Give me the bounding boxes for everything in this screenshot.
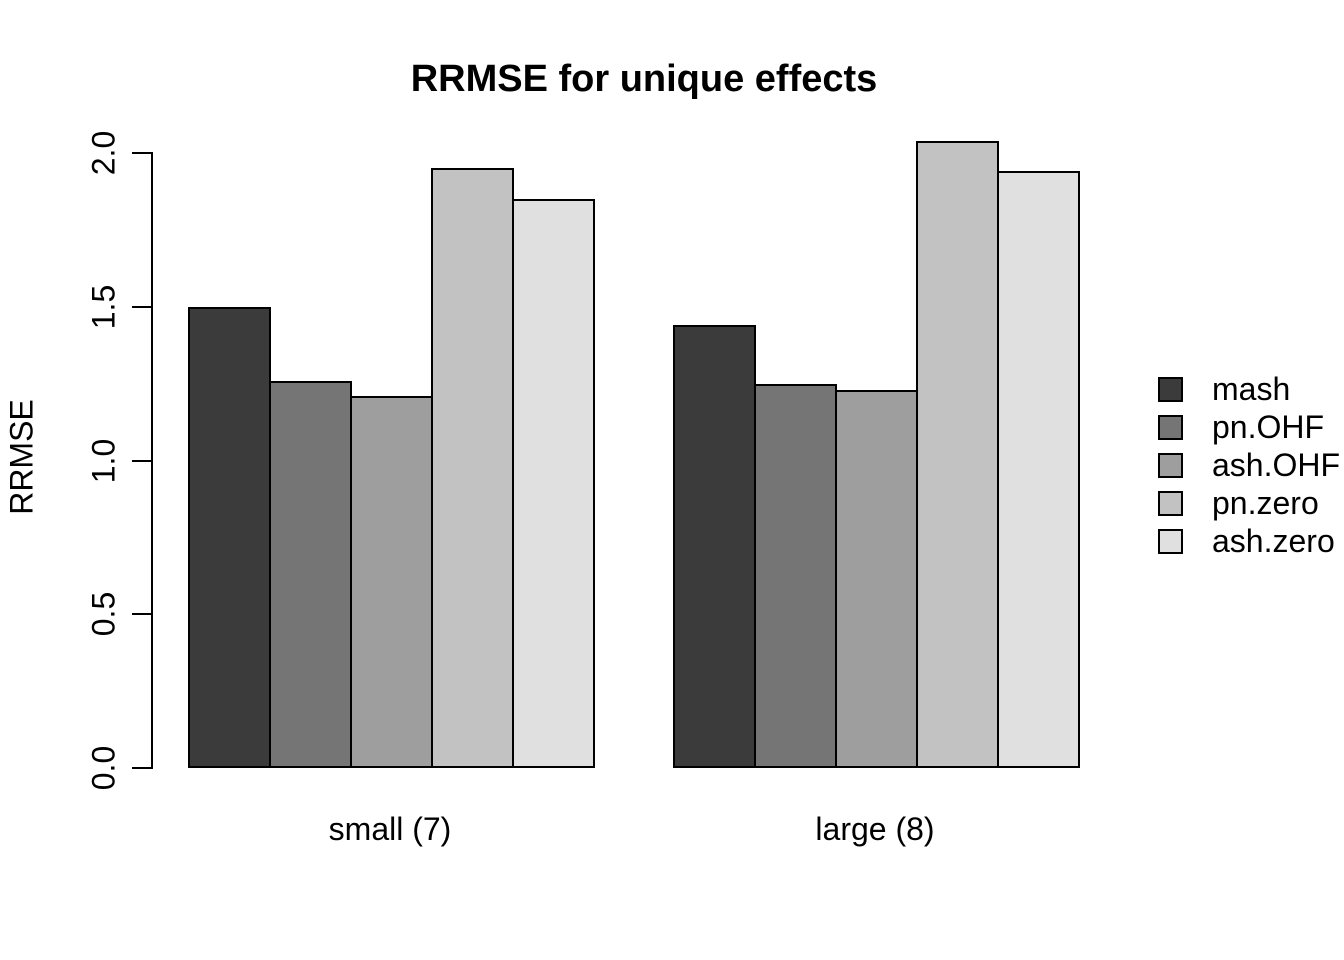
bar-pn.OHF-small xyxy=(269,381,352,768)
bar-pn.zero-large xyxy=(916,141,999,768)
y-axis-label: RRMSE xyxy=(3,399,40,515)
legend-item-mash: mash xyxy=(1158,370,1340,408)
x-category-label-small: small (7) xyxy=(328,811,452,847)
bar-ash.zero-large xyxy=(997,171,1080,768)
bar-ash.OHF-large xyxy=(835,390,918,768)
legend-label-ash-zero: ash.zero xyxy=(1212,523,1335,559)
y-tick-label: 1.0 xyxy=(85,438,122,483)
y-tick-label: 1.5 xyxy=(85,284,122,329)
chart-title: RRMSE for unique effects xyxy=(410,58,878,100)
legend-swatch-mash xyxy=(1158,376,1183,402)
legend-label-ash-ohf: ash.OHF xyxy=(1212,447,1341,483)
bar-mash-small xyxy=(188,307,271,768)
legend-item-pn-ohf: pn.OHF xyxy=(1158,408,1340,446)
y-axis-tick xyxy=(132,459,153,462)
legend-swatch-ash-zero xyxy=(1158,528,1183,554)
y-axis-tick xyxy=(132,305,153,308)
y-axis-tick xyxy=(132,152,153,154)
bar-ash.zero-small xyxy=(512,199,595,768)
legend: mash pn.OHF ash.OHF pn.zero ash.zero xyxy=(1158,370,1340,560)
y-axis-tick xyxy=(132,613,153,616)
bar-mash-large xyxy=(673,325,756,768)
bar-pn.zero-small xyxy=(431,168,514,768)
legend-item-ash-ohf: ash.OHF xyxy=(1158,446,1340,484)
legend-swatch-pn-ohf xyxy=(1158,414,1183,440)
legend-label-pn-ohf: pn.OHF xyxy=(1212,409,1325,445)
legend-label-pn-zero: pn.zero xyxy=(1212,485,1319,521)
legend-swatch-pn-zero xyxy=(1158,490,1183,516)
x-category-label-large: large (8) xyxy=(815,811,935,847)
legend-label-mash: mash xyxy=(1212,371,1291,407)
y-axis-tick xyxy=(132,767,153,769)
legend-item-pn-zero: pn.zero xyxy=(1158,484,1340,522)
y-tick-label: 2.0 xyxy=(85,130,122,176)
legend-swatch-ash-ohf xyxy=(1158,452,1183,478)
bar-pn.OHF-large xyxy=(754,384,837,768)
y-tick-label: 0.0 xyxy=(85,745,122,791)
bar-ash.OHF-small xyxy=(350,396,433,768)
legend-item-ash-zero: ash.zero xyxy=(1158,522,1340,560)
y-tick-label: 0.5 xyxy=(85,592,122,637)
